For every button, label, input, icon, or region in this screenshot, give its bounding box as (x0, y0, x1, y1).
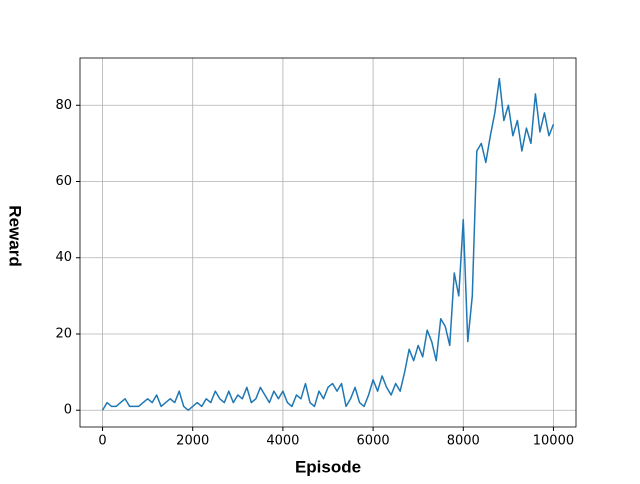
y-tick-label: 20 (55, 326, 72, 341)
x-tick-label: 6000 (357, 434, 390, 449)
x-axis-label: Episode (295, 457, 361, 476)
plot-frame (79, 57, 577, 428)
x-tick-label: 2000 (176, 434, 209, 449)
y-axis-label: Reward (6, 205, 25, 266)
y-tick-label: 80 (55, 98, 72, 113)
y-tick-label: 60 (55, 174, 72, 189)
line-series (101, 77, 555, 411)
x-tick-label: 4000 (266, 434, 299, 449)
y-tick-label: 0 (64, 403, 72, 418)
y-tick-label: 40 (55, 250, 72, 265)
x-tick-label: 0 (98, 434, 106, 449)
x-tick-label: 8000 (447, 434, 480, 449)
x-tick-label: 10000 (533, 434, 574, 449)
